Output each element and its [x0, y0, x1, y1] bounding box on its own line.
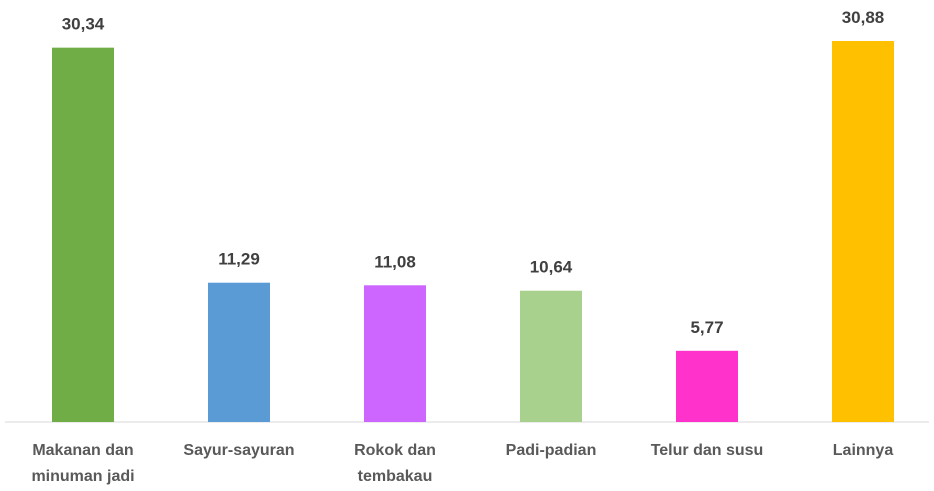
x-tick-label: Sayur-sayuran [183, 442, 295, 459]
value-label: 5,77 [690, 318, 723, 337]
x-tick-label: Telur dan susu [650, 442, 764, 459]
x-tick-label: Rokok dan tembakau [354, 442, 436, 485]
value-label: 30,34 [62, 15, 105, 34]
bar [208, 282, 270, 422]
x-tick-label: Lainnya [832, 442, 894, 459]
x-tick-label: Makanan dan minuman jadi [31, 442, 135, 485]
x-tick-label: Padi-padian [505, 442, 597, 459]
bar [832, 41, 894, 422]
bar [52, 47, 114, 422]
bar [364, 285, 426, 422]
value-label: 11,29 [218, 250, 260, 269]
value-label: 10,64 [530, 258, 573, 277]
value-label: 30,88 [842, 8, 885, 27]
bar [520, 290, 582, 422]
bar [676, 350, 738, 422]
value-label: 11,08 [374, 252, 416, 271]
